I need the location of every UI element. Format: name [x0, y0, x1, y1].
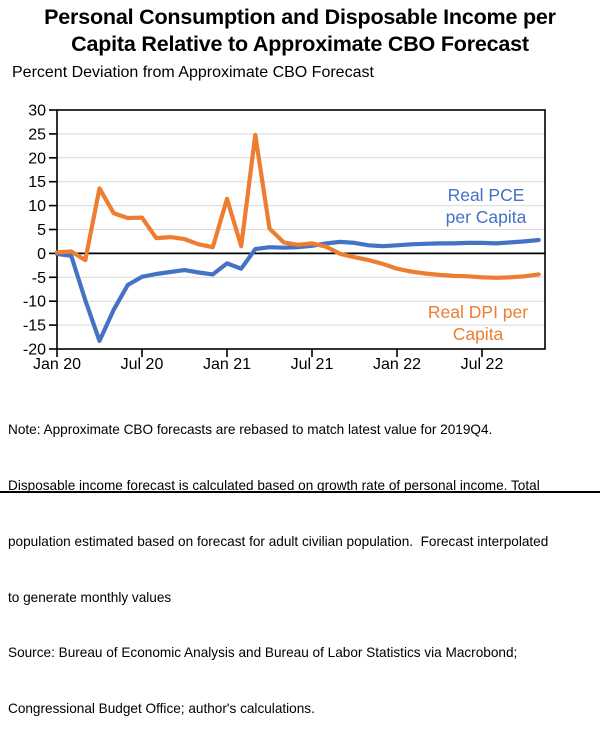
y-tick-label: 0: [37, 246, 46, 263]
y-tick-label: 5: [37, 222, 46, 239]
x-tick-label: Jan 20: [33, 356, 81, 373]
line-chart: -20 -15 -10 -5 0 5 10 15 20 25 30 Jan 20 Jul 20 Jan 2…: [23, 103, 546, 373]
y-tick-label: -5: [32, 270, 46, 287]
footnote-block: Note: Approximate CBO forecasts are reba…: [8, 384, 596, 737]
x-tick-label: Jan 22: [373, 356, 421, 373]
chart-title-line2: Capita Relative to Approximate CBO Forec…: [71, 32, 529, 56]
y-tick-label: 20: [28, 150, 46, 167]
pce-label-text: per Capita: [446, 207, 527, 227]
y-tick-label: 25: [28, 126, 46, 143]
y-tick-label: -20: [23, 342, 46, 359]
source-line: Source: Bureau of Economic Analysis and …: [8, 645, 518, 661]
dpi-label-text: Real DPI per: [428, 302, 528, 322]
dpi-label-text: Capita: [453, 324, 504, 344]
chart-title-line1: Personal Consumption and Disposable Inco…: [44, 5, 556, 29]
y-tick-label: 30: [28, 103, 46, 120]
pce-label-text: Real PCE: [448, 185, 525, 205]
chart-title: Personal Consumption and Disposable Inco…: [0, 4, 600, 58]
y-tick-label: 10: [28, 198, 46, 215]
note-line: population estimated based on forecast f…: [8, 533, 549, 549]
y-tick-label: -10: [23, 294, 46, 311]
pce-line: [54, 237, 541, 343]
axis-units-subtitle: Percent Deviation from Approximate CBO F…: [12, 64, 374, 81]
x-tick-label: Jul 21: [291, 356, 334, 373]
note-line: to generate monthly values: [8, 589, 172, 605]
source-line: Congressional Budget Office; author's ca…: [8, 701, 315, 717]
y-tick-label: -15: [23, 318, 46, 335]
dpi-line: [54, 132, 541, 280]
x-tick-label: Jan 21: [203, 356, 251, 373]
y-tick-label: 15: [28, 174, 46, 191]
x-tick-label: Jul 20: [121, 356, 164, 373]
x-tick-label: Jul 22: [461, 356, 504, 373]
note-line: Note: Approximate CBO forecasts are reba…: [8, 422, 493, 438]
bottom-rule: [0, 491, 600, 493]
note-line: Disposable income forecast is calculated…: [8, 477, 540, 493]
